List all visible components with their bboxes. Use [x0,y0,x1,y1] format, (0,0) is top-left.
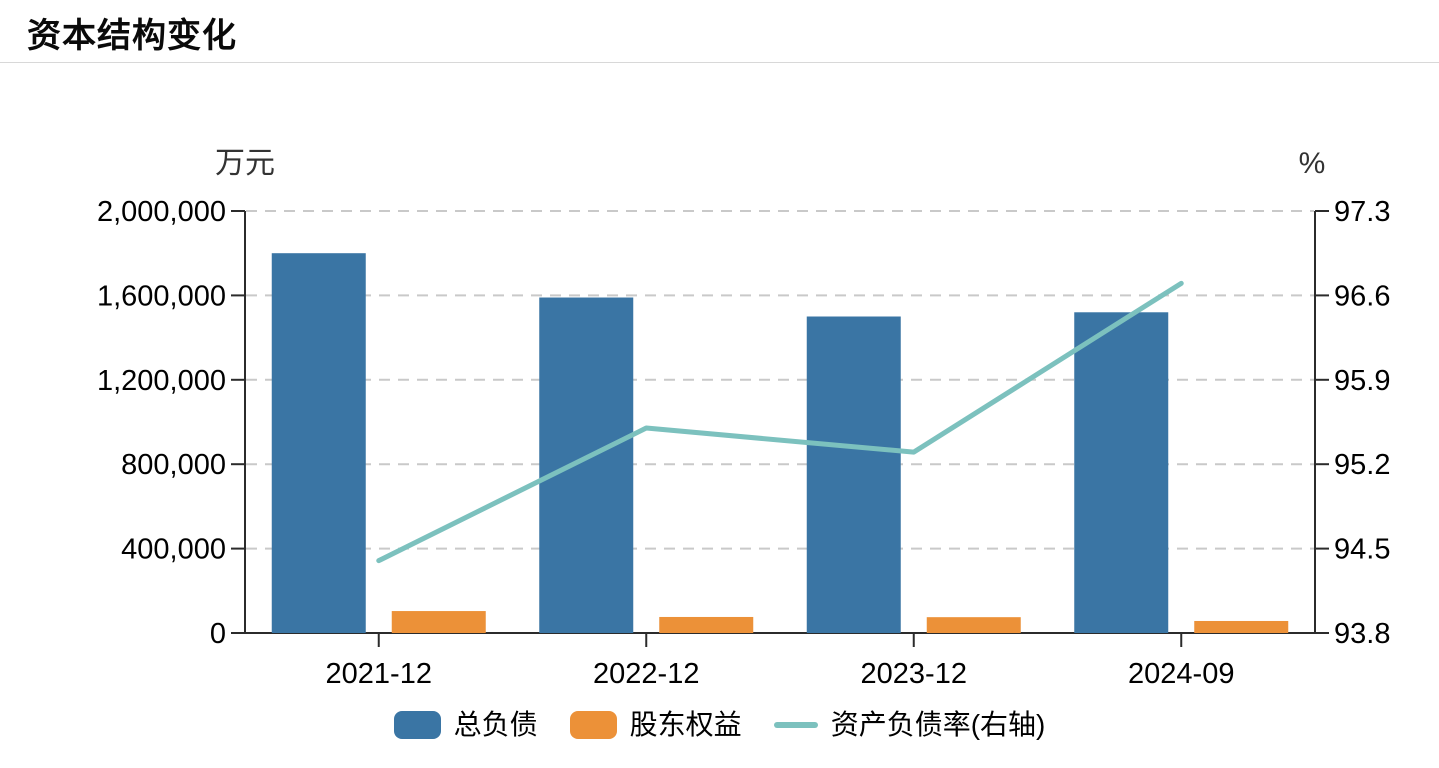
bar-total-liabilities-2021-12 [271,253,366,633]
legend-label-shareholders-equity: 股东权益 [629,709,742,740]
right-axis-tick-label: 95.2 [1334,449,1390,481]
left-axis-tick-label: 1,200,000 [97,365,226,397]
right-axis-tick-label: 94.5 [1334,534,1390,566]
legend-item-shareholders-equity[interactable]: 股东权益 [569,709,742,740]
left-axis-tick-label: 800,000 [121,449,226,481]
header-divider [0,62,1439,63]
legend-item-debt-asset-ratio[interactable]: 资产负债率(右轴) [773,709,1046,740]
left-axis-tick-label: 0 [210,618,226,650]
bar-shareholders-equity-2024-09 [1194,620,1289,633]
x-axis-category-label: 2021-12 [326,658,432,690]
legend-swatch-total-liabilities [393,711,441,739]
bar-shareholders-equity-2022-12 [659,616,754,633]
bar-shareholders-equity-2023-12 [926,617,1021,633]
right-axis-unit-label: % [1299,147,1326,180]
left-axis-unit-label: 万元 [215,147,275,180]
legend-label-debt-asset-ratio: 资产负债率(右轴) [830,709,1046,740]
bar-total-liabilities-2024-09 [1074,312,1169,633]
bar-total-liabilities-2022-12 [539,297,634,633]
line-debt-asset-ratio [376,280,1184,564]
x-axis-category-label: 2024-09 [1128,658,1234,690]
legend-swatch-shareholders-equity [569,711,617,739]
x-axis-category-label: 2022-12 [593,658,699,690]
right-axis-tick-label: 93.8 [1334,618,1390,650]
chart-legend: 总负债 股东权益 资产负债率(右轴) [0,703,1439,747]
legend-swatch-debt-asset-ratio [773,722,818,728]
right-axis-tick-label: 97.3 [1334,196,1390,228]
right-axis-tick-label: 95.9 [1334,365,1390,397]
x-axis-category-label: 2023-12 [861,658,967,690]
left-axis-tick-label: 1,600,000 [97,280,226,312]
bar-shareholders-equity-2021-12 [391,611,486,633]
bar-total-liabilities-2023-12 [806,316,901,633]
left-axis-tick-label: 400,000 [121,534,226,566]
page-title: 资本结构变化 [27,17,237,55]
right-axis-tick-label: 96.6 [1334,280,1390,312]
legend-item-total-liabilities[interactable]: 总负债 [393,709,538,740]
legend-label-total-liabilities: 总负债 [453,709,538,740]
left-axis-tick-label: 2,000,000 [97,196,226,228]
